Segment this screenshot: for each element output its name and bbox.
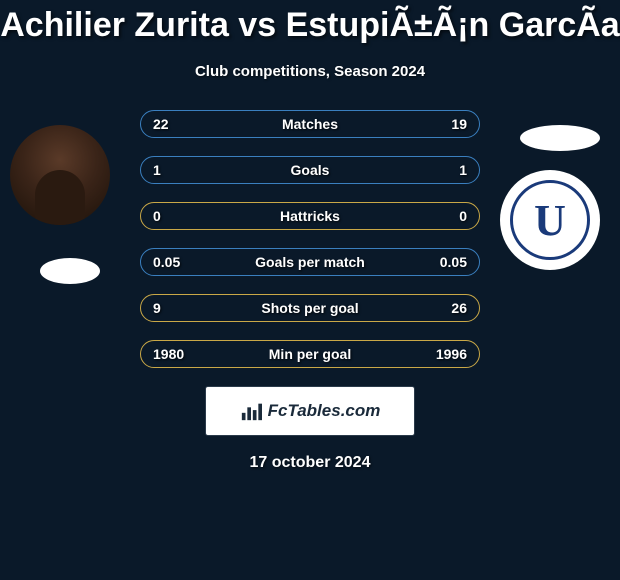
- stat-right-value: 0.05: [440, 254, 467, 270]
- stat-label: Min per goal: [269, 346, 351, 362]
- stat-label: Shots per goal: [261, 300, 358, 316]
- subtitle: Club competitions, Season 2024: [0, 63, 620, 80]
- date-text: 17 october 2024: [0, 454, 620, 472]
- stat-left-value: 0: [153, 208, 161, 224]
- page-title: Achilier Zurita vs EstupiÃ±Ã¡n GarcÃ­a: [0, 0, 620, 45]
- stat-label: Hattricks: [280, 208, 340, 224]
- stat-row: 9 Shots per goal 26: [140, 294, 480, 322]
- stat-left-value: 1980: [153, 346, 184, 362]
- stat-left-value: 1: [153, 162, 161, 178]
- bar-chart-icon: [240, 400, 262, 422]
- stat-left-value: 0.05: [153, 254, 180, 270]
- stat-right-value: 1996: [436, 346, 467, 362]
- stat-label: Goals: [291, 162, 330, 178]
- stat-right-value: 0: [459, 208, 467, 224]
- stat-row: 22 Matches 19: [140, 110, 480, 138]
- stat-right-value: 26: [451, 300, 467, 316]
- stat-row: 0 Hattricks 0: [140, 202, 480, 230]
- stat-left-value: 9: [153, 300, 161, 316]
- stat-right-value: 19: [451, 116, 467, 132]
- stat-row: 1980 Min per goal 1996: [140, 340, 480, 368]
- stat-row: 0.05 Goals per match 0.05: [140, 248, 480, 276]
- brand-badge: FcTables.com: [205, 386, 415, 436]
- stat-label: Matches: [282, 116, 338, 132]
- stat-left-value: 22: [153, 116, 169, 132]
- stat-right-value: 1: [459, 162, 467, 178]
- stats-table: 22 Matches 19 1 Goals 1 0 Hattricks 0 0.…: [0, 110, 620, 368]
- stat-label: Goals per match: [255, 254, 365, 270]
- brand-text: FcTables.com: [268, 401, 381, 421]
- stat-row: 1 Goals 1: [140, 156, 480, 184]
